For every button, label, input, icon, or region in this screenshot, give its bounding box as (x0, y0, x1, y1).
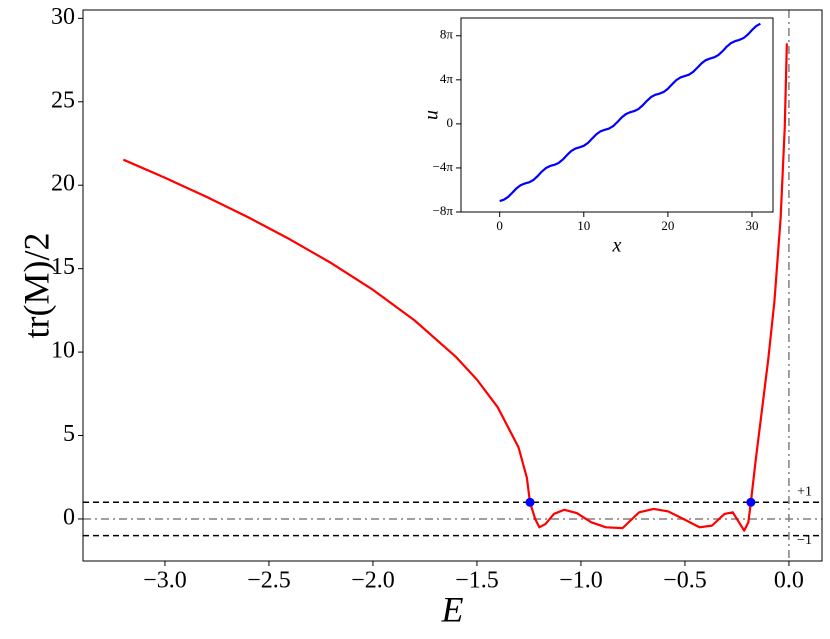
axes-frame (460, 17, 774, 213)
inset-background (461, 18, 773, 212)
x-tick-label: −2.0 (351, 568, 395, 594)
y-tick-label: 5 (63, 421, 75, 447)
x-tick-label: 10 (577, 218, 590, 233)
plot-area (499, 22, 761, 203)
data-line (122, 43, 788, 532)
y-tick-label: −4π (433, 159, 454, 174)
x-tick-label: 30 (745, 218, 758, 233)
x-tick-label: −2.5 (247, 568, 291, 594)
y-tick-label: 0 (447, 115, 454, 130)
y-axis-label: tr(M)/2 (16, 233, 56, 339)
y-tick-label: 25 (51, 87, 75, 113)
x-tick-label: 0.0 (774, 568, 804, 594)
y-tick-label: 15 (51, 254, 75, 280)
x-axis-label: E (441, 589, 464, 629)
y-tick-label: 0 (63, 504, 75, 530)
marker (746, 497, 756, 507)
x-tick-label: −1.0 (559, 568, 603, 594)
x-tick-label: −0.5 (663, 568, 707, 594)
reference-label: +1 (797, 484, 812, 499)
x-tick-label: 20 (661, 218, 674, 233)
y-tick-label: 30 (51, 4, 75, 30)
y-tick-label: 4π (440, 71, 454, 86)
x-tick-label: −1.5 (455, 568, 499, 594)
y-tick-label: 8π (440, 27, 454, 42)
data-line (499, 22, 761, 203)
y-tick-label: 20 (51, 171, 75, 197)
y-tick-label: 10 (51, 338, 75, 364)
axes-frame (82, 9, 823, 562)
marker (525, 497, 535, 507)
x-tick-label: 0 (496, 218, 503, 233)
x-tick-label: −3.0 (143, 568, 187, 594)
x-axis-label: x (612, 235, 622, 257)
y-axis-label: u (421, 110, 443, 120)
y-tick-label: −8π (433, 203, 454, 218)
reference-label: −1 (797, 533, 812, 548)
plot-area (83, 10, 822, 561)
